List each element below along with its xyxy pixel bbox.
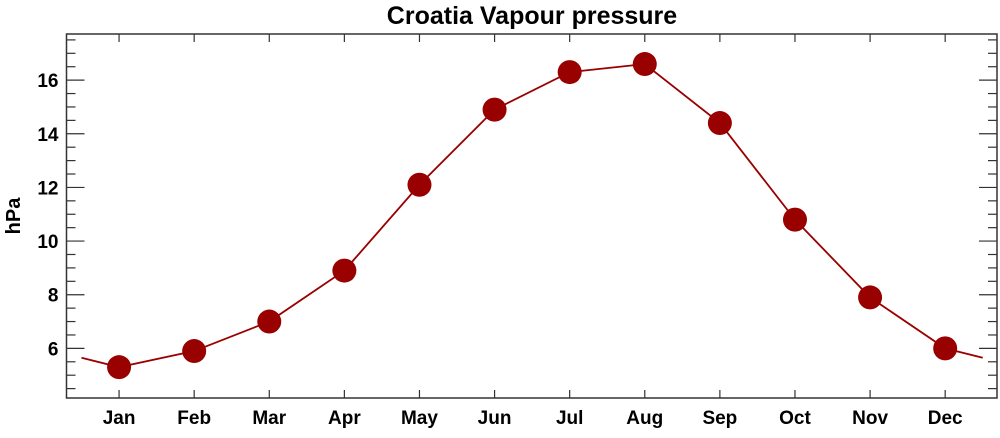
data-point-may bbox=[407, 172, 432, 197]
y-tick-label: 10 bbox=[37, 232, 58, 253]
x-tick-label: May bbox=[401, 408, 438, 429]
series-line bbox=[81, 52, 983, 380]
data-point-nov bbox=[858, 285, 883, 310]
data-point-dec bbox=[933, 336, 958, 361]
data-point-jun bbox=[482, 97, 507, 122]
y-tick-label: 14 bbox=[37, 125, 59, 146]
data-point-oct bbox=[782, 207, 807, 232]
axes: 6 8 10 12 14 16 Jan Feb Mar Apr May Jun Jul Aug Sep Oct… bbox=[37, 33, 998, 429]
x-tick-label: Sep bbox=[702, 408, 737, 429]
x-tick-label: Jul bbox=[556, 408, 583, 429]
series-polyline bbox=[81, 63, 983, 369]
data-point-apr bbox=[332, 258, 357, 283]
x-tick-label: Apr bbox=[328, 408, 361, 429]
y-tick-label: 16 bbox=[37, 71, 58, 92]
x-tick-label: Feb bbox=[177, 408, 211, 429]
chart-title: Croatia Vapour pressure bbox=[387, 2, 677, 30]
data-point-jan bbox=[107, 355, 132, 380]
x-tick-label: Mar bbox=[252, 408, 286, 429]
data-point-aug bbox=[632, 52, 657, 77]
data-point-feb bbox=[182, 339, 207, 364]
data-point-jul bbox=[557, 60, 582, 85]
x-tick-label: Oct bbox=[779, 408, 811, 429]
y-axis-label: hPa bbox=[3, 197, 25, 235]
x-tick-label: Jun bbox=[478, 408, 512, 429]
y-tick-label: 6 bbox=[48, 339, 59, 360]
data-point-mar bbox=[257, 309, 282, 334]
x-tick-label: Dec bbox=[928, 408, 963, 429]
x-tick-label: Jan bbox=[103, 408, 136, 429]
plot-frame bbox=[65, 33, 998, 399]
y-tick-label: 12 bbox=[37, 178, 58, 199]
x-tick-label: Nov bbox=[852, 408, 888, 429]
x-tick-label: Aug bbox=[626, 408, 663, 429]
y-tick-label: 8 bbox=[48, 286, 59, 307]
data-point-sep bbox=[707, 111, 732, 136]
